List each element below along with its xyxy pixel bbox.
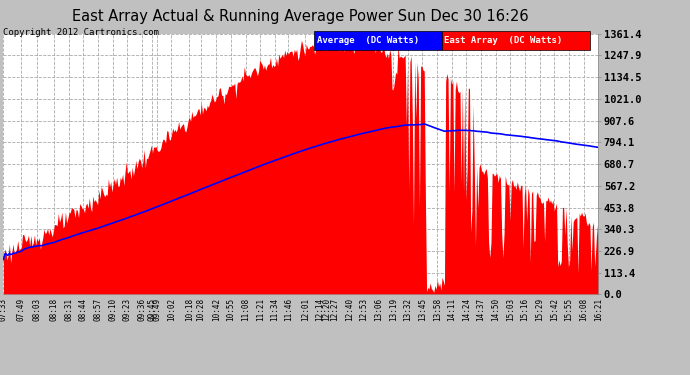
Text: East Array Actual & Running Average Power Sun Dec 30 16:26: East Array Actual & Running Average Powe… <box>72 9 529 24</box>
Text: 10:28: 10:28 <box>196 298 205 321</box>
Text: 12:53: 12:53 <box>359 298 368 321</box>
Text: 09:36: 09:36 <box>137 298 146 321</box>
Text: 10:55: 10:55 <box>226 298 235 321</box>
Text: 13:06: 13:06 <box>374 298 383 321</box>
Text: 16:08: 16:08 <box>579 298 588 321</box>
Text: 13:58: 13:58 <box>433 298 442 321</box>
Text: 12:27: 12:27 <box>330 298 339 321</box>
Text: 10:02: 10:02 <box>167 298 176 321</box>
Text: 10:18: 10:18 <box>185 298 194 321</box>
Text: 14:11: 14:11 <box>447 298 456 321</box>
Text: 09:23: 09:23 <box>123 298 132 321</box>
Text: 13:45: 13:45 <box>418 298 427 321</box>
Text: 08:18: 08:18 <box>50 298 59 321</box>
Text: 11:46: 11:46 <box>284 298 293 321</box>
Text: 15:03: 15:03 <box>506 298 515 321</box>
Text: East Array  (DC Watts): East Array (DC Watts) <box>444 36 562 45</box>
Text: 07:49: 07:49 <box>17 298 26 321</box>
Text: 12:01: 12:01 <box>301 298 310 321</box>
Text: 07:33: 07:33 <box>0 298 8 321</box>
Text: 15:55: 15:55 <box>564 298 573 321</box>
Text: 16:21: 16:21 <box>593 298 603 321</box>
Text: 08:44: 08:44 <box>79 298 88 321</box>
Text: 08:57: 08:57 <box>94 298 103 321</box>
Text: 14:50: 14:50 <box>491 298 500 321</box>
Text: 12:20: 12:20 <box>322 298 331 321</box>
Text: 11:34: 11:34 <box>270 298 279 321</box>
Text: 13:19: 13:19 <box>388 298 397 321</box>
Text: 08:03: 08:03 <box>32 298 41 321</box>
Text: 13:32: 13:32 <box>404 298 413 321</box>
Text: 15:42: 15:42 <box>550 298 559 321</box>
Text: 15:16: 15:16 <box>520 298 529 321</box>
Text: 14:37: 14:37 <box>477 298 486 321</box>
Text: 09:49: 09:49 <box>152 298 161 321</box>
Text: 08:31: 08:31 <box>64 298 73 321</box>
Text: 14:24: 14:24 <box>462 298 471 321</box>
Text: 15:29: 15:29 <box>535 298 544 321</box>
Text: 11:21: 11:21 <box>256 298 265 321</box>
Text: Copyright 2012 Cartronics.com: Copyright 2012 Cartronics.com <box>3 28 159 37</box>
Text: 09:10: 09:10 <box>108 298 117 321</box>
Text: 12:40: 12:40 <box>345 298 354 321</box>
Text: 11:08: 11:08 <box>241 298 250 321</box>
Text: Average  (DC Watts): Average (DC Watts) <box>317 36 419 45</box>
Text: 10:42: 10:42 <box>212 298 221 321</box>
Text: 09:45: 09:45 <box>148 298 157 321</box>
Text: 12:14: 12:14 <box>315 298 324 321</box>
